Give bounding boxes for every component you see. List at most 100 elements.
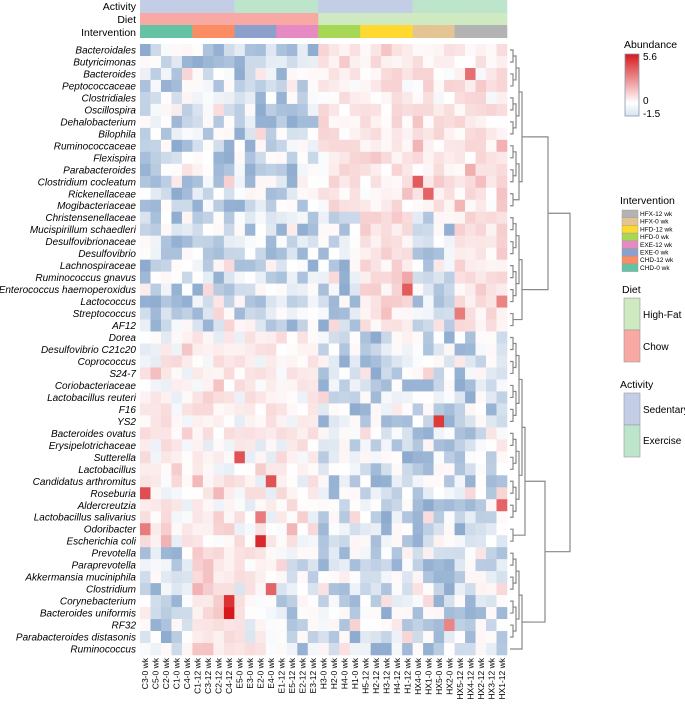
heatmap-cell [423,67,434,81]
activity-track-cell [276,0,288,13]
heatmap-cell [412,355,424,368]
heatmap-cell [402,103,413,117]
heatmap-cell [370,187,382,201]
heatmap-cell [234,235,246,248]
heatmap-cell [265,55,277,69]
heatmap-cell [391,415,403,428]
heatmap-cell [223,271,235,284]
heatmap-cell [286,427,298,440]
heatmap-cell [318,379,330,392]
heatmap-cell [286,319,298,332]
heatmap-cell [202,379,214,392]
dendrogram-branch [510,265,514,279]
intervention-track-cell [496,25,508,38]
heatmap-cell [297,67,309,81]
heatmap-cell [297,631,309,644]
column-label: H5-12 wk [360,657,370,694]
heatmap-cell [370,619,382,632]
heatmap-cell [160,583,172,596]
heatmap-cell [423,367,434,380]
heatmap-cell [160,451,172,464]
heatmap-cell [423,439,434,452]
heatmap-cell [202,331,214,344]
heatmap-cell [297,127,309,141]
heatmap-cell [181,535,193,548]
heatmap-cell [276,487,288,500]
heatmap-cell [255,487,267,500]
heatmap-cell [202,103,214,117]
heatmap-cell [475,619,487,632]
heatmap-cell [265,259,277,272]
heatmap-cell [391,44,403,57]
intervention-track-cell [349,25,361,38]
heatmap-cell [475,223,487,236]
heatmap-cell [465,427,476,440]
heatmap-cell [402,79,413,93]
heatmap-cell [286,499,298,512]
heatmap-cell [286,439,298,452]
heatmap-cell [307,619,319,632]
heatmap-cell [140,211,151,225]
heatmap-cell [140,44,151,57]
heatmap-cell [360,319,371,332]
heatmap-cell [213,523,225,536]
activity-track-cell [213,0,225,13]
heatmap-cell [444,163,455,177]
heatmap-cell [265,367,277,380]
heatmap-cell [160,427,172,440]
heatmap-cell [391,403,403,416]
heatmap-cell [171,319,183,332]
heatmap-cell [202,127,214,141]
heatmap-cell [433,379,445,392]
heatmap-cell [276,427,288,440]
heatmap-cell [192,151,204,165]
column-label: C2-0 wk [161,657,171,689]
heatmap-cell [328,55,340,69]
heatmap-cell [444,259,455,272]
heatmap-cell [223,187,235,201]
row-label: Enterococcus haemoperoxidus [0,285,136,296]
heatmap-cell [370,571,382,584]
heatmap-cell [486,595,497,608]
heatmap-cell [213,103,225,117]
activity-track-cell [181,0,193,13]
heatmap-cell [328,475,340,488]
heatmap-cell [465,355,476,368]
heatmap-cell [349,163,361,177]
heatmap-cell [297,163,309,177]
heatmap-cell [286,391,298,404]
heatmap-cell [402,415,413,428]
heatmap-cell [234,55,246,69]
heatmap-cell [412,535,424,548]
diet-track-cell [297,13,309,25]
heatmap-cell [328,295,340,308]
heatmap-cell [297,535,309,548]
diet-track-cell [475,13,487,25]
heatmap-cell [381,307,392,320]
heatmap-cell [307,91,319,105]
heatmap-cell [192,343,204,356]
heatmap-cell [171,223,183,236]
heatmap-cell [465,199,476,213]
heatmap-cell [381,55,392,69]
heatmap-cell [140,55,151,69]
heatmap-cell [171,451,183,464]
diet-track-cell [213,13,225,25]
heatmap-cell [496,44,508,57]
heatmap-cell [360,607,371,620]
heatmap-cell [475,439,487,452]
dendrogram-branch [510,504,514,518]
heatmap-cell [339,547,351,560]
intervention-track-cell [339,25,351,38]
column-label: H4-12 wk [392,657,402,694]
heatmap-cell [223,139,235,153]
heatmap-cell [318,535,330,548]
heatmap-cell [265,523,277,536]
heatmap-cell [444,451,455,464]
heatmap-cell [391,295,403,308]
heatmap-cell [244,331,256,344]
heatmap-cell [339,523,351,536]
heatmap-cell [213,619,225,632]
intervention-track-cell [412,25,424,38]
heatmap-cell [202,559,214,572]
